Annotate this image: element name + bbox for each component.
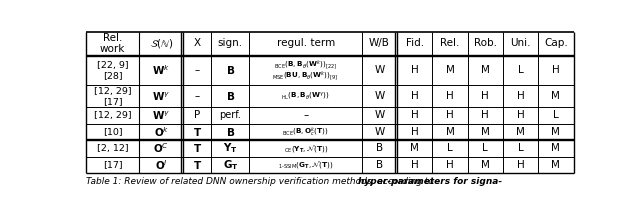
Text: H: H bbox=[411, 91, 419, 101]
Text: H: H bbox=[411, 160, 419, 170]
Text: Fid.: Fid. bbox=[406, 38, 424, 48]
Text: $\mathbf{O}^k$: $\mathbf{O}^k$ bbox=[154, 125, 169, 139]
Text: B: B bbox=[376, 143, 383, 154]
Text: Table 1: Review of related DNN ownership verification methods, according to: Table 1: Review of related DNN ownership… bbox=[86, 177, 436, 186]
Text: L: L bbox=[518, 143, 524, 154]
Text: W/B: W/B bbox=[369, 38, 390, 48]
Text: $\mathbf{B}$: $\mathbf{B}$ bbox=[226, 126, 235, 138]
Text: L: L bbox=[447, 143, 453, 154]
Text: H: H bbox=[516, 110, 525, 120]
Text: H: H bbox=[446, 110, 454, 120]
Text: M: M bbox=[445, 127, 454, 137]
Text: W: W bbox=[374, 91, 385, 101]
Text: $_{\mathrm{1\text{-}SSIM}}(\mathbf{G_T}, \mathcal{N}(\mathbf{T}))$: $_{\mathrm{1\text{-}SSIM}}(\mathbf{G_T},… bbox=[278, 159, 333, 170]
Text: L: L bbox=[518, 65, 524, 75]
Text: Uni.: Uni. bbox=[510, 38, 531, 48]
Text: regul. term: regul. term bbox=[276, 38, 335, 48]
Text: $\mathbf{O}^C$: $\mathbf{O}^C$ bbox=[154, 142, 170, 155]
Text: H: H bbox=[411, 65, 419, 75]
Text: $\mathcal{S}(\mathbb{N})$: $\mathcal{S}(\mathbb{N})$ bbox=[150, 37, 173, 50]
Text: W: W bbox=[374, 110, 385, 120]
Text: $_{\mathrm{CE}}(\mathbf{Y_T}, \mathcal{N}(\mathbf{T}))$: $_{\mathrm{CE}}(\mathbf{Y_T}, \mathcal{N… bbox=[284, 143, 328, 154]
Text: M: M bbox=[552, 160, 561, 170]
Text: W: W bbox=[374, 65, 385, 75]
Text: W: W bbox=[374, 127, 385, 137]
Text: Rob.: Rob. bbox=[474, 38, 497, 48]
Text: [17]: [17] bbox=[103, 160, 122, 169]
Text: $_{\mathrm{BCE}}(\mathbf{B}, \mathbf{B}_{\theta}(\mathbf{W}^k))_{[22]}$: $_{\mathrm{BCE}}(\mathbf{B}, \mathbf{B}_… bbox=[274, 59, 337, 71]
Text: X: X bbox=[194, 38, 201, 48]
Text: $_{\mathrm{MSE}}(\mathbf{BU}, \mathbf{B}_{\theta}(\mathbf{W}^k))_{[9]}$: $_{\mathrm{MSE}}(\mathbf{BU}, \mathbf{B}… bbox=[273, 70, 339, 82]
Text: H: H bbox=[516, 91, 525, 101]
Text: [12, 29]
[17]: [12, 29] [17] bbox=[94, 87, 131, 106]
Text: perf.: perf. bbox=[220, 110, 241, 120]
Text: $\mathbf{O}^I$: $\mathbf{O}^I$ bbox=[155, 158, 168, 172]
Text: $\mathbf{B}$: $\mathbf{B}$ bbox=[226, 90, 235, 102]
Text: –: – bbox=[303, 110, 308, 120]
Text: H: H bbox=[552, 65, 560, 75]
Text: H: H bbox=[481, 91, 489, 101]
Text: P: P bbox=[194, 110, 200, 120]
Text: [2, 12]: [2, 12] bbox=[97, 144, 129, 153]
Text: $\mathbf{W}^\gamma$: $\mathbf{W}^\gamma$ bbox=[152, 90, 170, 102]
Text: M: M bbox=[481, 160, 490, 170]
Text: [22, 9]
[28]: [22, 9] [28] bbox=[97, 61, 129, 80]
Text: M: M bbox=[481, 127, 490, 137]
Text: Rel.: Rel. bbox=[440, 38, 460, 48]
Text: $\mathbf{Y_T}$: $\mathbf{Y_T}$ bbox=[223, 142, 237, 155]
Text: $\mathbf{T}$: $\mathbf{T}$ bbox=[193, 159, 202, 171]
Text: L: L bbox=[553, 110, 559, 120]
Text: –: – bbox=[195, 65, 200, 75]
Text: H: H bbox=[516, 160, 525, 170]
Text: H: H bbox=[411, 127, 419, 137]
Text: $\mathbf{G_T}$: $\mathbf{G_T}$ bbox=[223, 158, 238, 172]
Text: M: M bbox=[552, 127, 561, 137]
Text: sign.: sign. bbox=[218, 38, 243, 48]
Text: $\mathbf{W}^\gamma$: $\mathbf{W}^\gamma$ bbox=[152, 109, 170, 122]
Text: M: M bbox=[552, 143, 561, 154]
Text: H: H bbox=[446, 91, 454, 101]
Text: H: H bbox=[446, 160, 454, 170]
Text: M: M bbox=[552, 91, 561, 101]
Text: $_{\mathrm{HL}}(\mathbf{B}, \mathbf{B}_{\theta}(\mathbf{W}^\gamma))$: $_{\mathrm{HL}}(\mathbf{B}, \mathbf{B}_{… bbox=[281, 91, 330, 102]
Text: [10]: [10] bbox=[103, 127, 122, 136]
Text: $\mathbf{T}$: $\mathbf{T}$ bbox=[193, 142, 202, 154]
Text: H: H bbox=[481, 110, 489, 120]
Text: Cap.: Cap. bbox=[544, 38, 568, 48]
Text: M: M bbox=[410, 143, 419, 154]
Text: H: H bbox=[411, 110, 419, 120]
Text: $_{\mathrm{BCE}}(\mathbf{B}, \mathbf{O}^k_c(\mathbf{T}))$: $_{\mathrm{BCE}}(\mathbf{B}, \mathbf{O}^… bbox=[282, 125, 329, 139]
Text: –: – bbox=[195, 91, 200, 101]
Text: B: B bbox=[376, 160, 383, 170]
Text: Table 1: Review of related DNN ownership verification methods, according to: Table 1: Review of related DNN ownership… bbox=[86, 177, 436, 186]
Text: [12, 29]: [12, 29] bbox=[94, 111, 131, 120]
Text: M: M bbox=[481, 65, 490, 75]
Text: $\mathbf{B}$: $\mathbf{B}$ bbox=[226, 64, 235, 76]
Text: M: M bbox=[445, 65, 454, 75]
Text: L: L bbox=[483, 143, 488, 154]
Text: M: M bbox=[516, 127, 525, 137]
Text: $\mathbf{T}$: $\mathbf{T}$ bbox=[193, 126, 202, 138]
Text: hyper-parameters for signa-: hyper-parameters for signa- bbox=[358, 177, 502, 186]
Text: $\mathbf{W}^k$: $\mathbf{W}^k$ bbox=[152, 63, 170, 77]
Text: Rel.
work: Rel. work bbox=[100, 33, 125, 54]
